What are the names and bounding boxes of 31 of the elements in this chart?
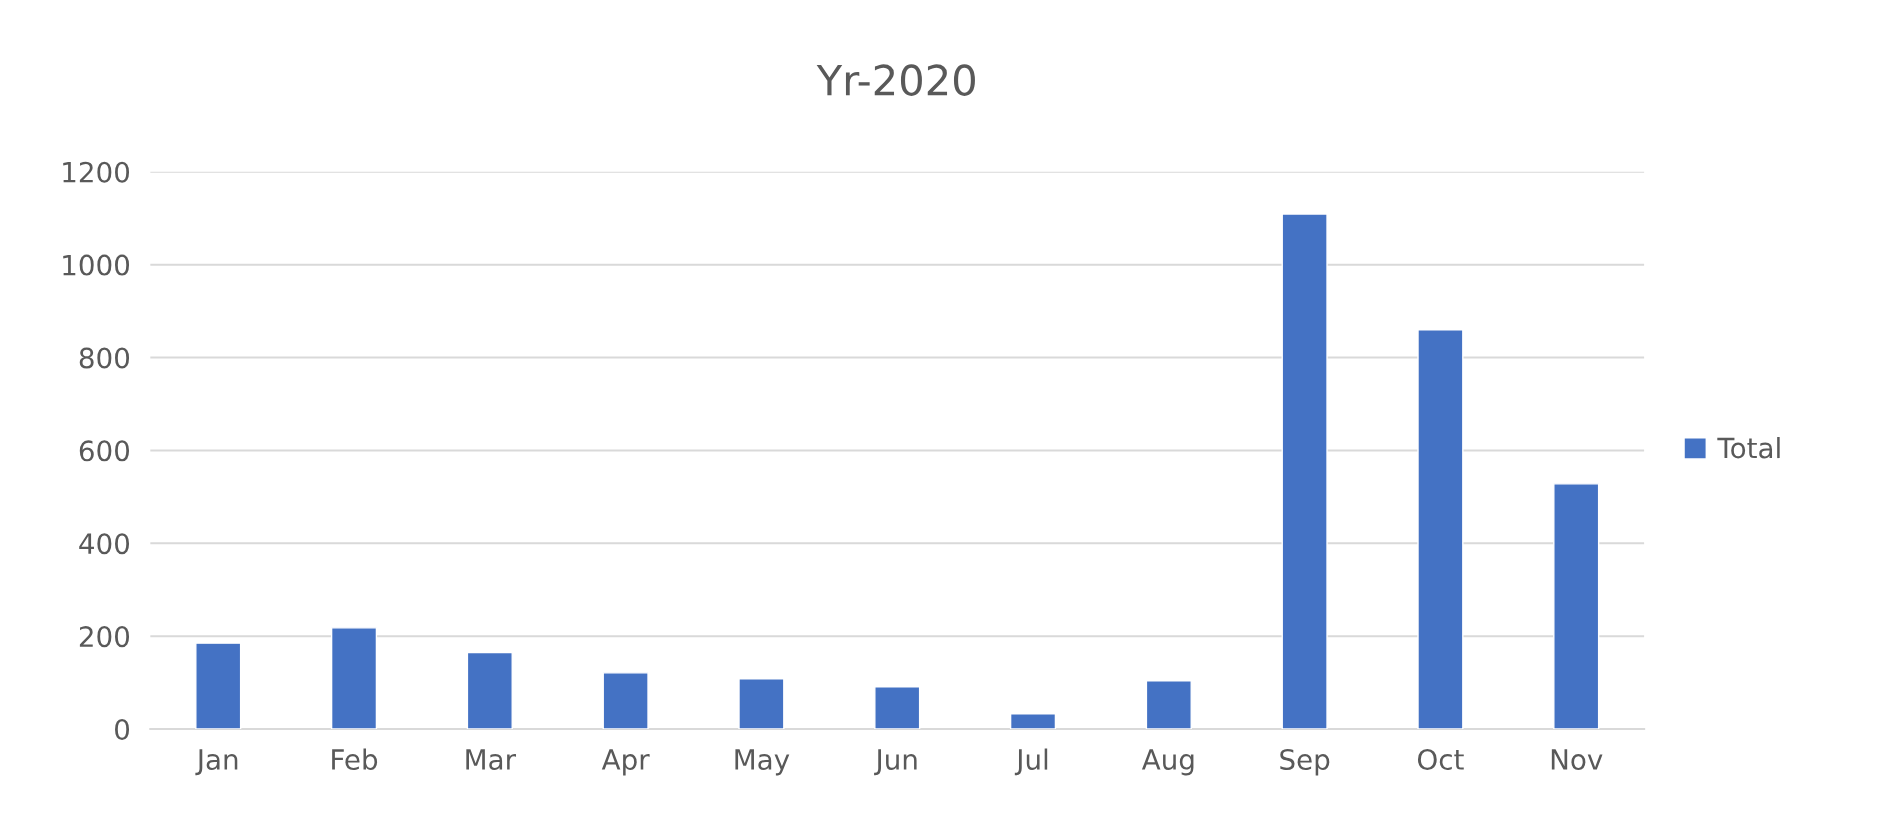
x-tick-label: Apr	[601, 749, 650, 776]
y-tick-label: 800	[79, 347, 130, 369]
x-tick-label: Sep	[1280, 748, 1330, 776]
y-tick-label: 1000	[63, 254, 130, 276]
bar	[602, 672, 649, 730]
y-tick-label: 0	[115, 719, 130, 741]
x-tick-label: Oct	[1417, 748, 1464, 771]
x-tick-label: Jun	[874, 749, 917, 776]
y-tick-label: 400	[79, 533, 130, 555]
x-tick-label: Jan	[195, 749, 238, 776]
bar	[330, 627, 378, 730]
x-tick-label: Mar	[466, 749, 517, 771]
bar	[1417, 328, 1464, 730]
x-tick-label: Feb	[332, 748, 378, 771]
bar	[466, 651, 513, 730]
y-tick-label: 1200	[63, 161, 130, 183]
bar	[1009, 713, 1057, 730]
x-tick-label: May	[735, 749, 790, 776]
y-tick-label: 600	[79, 440, 130, 462]
y-tick-label: 200	[79, 626, 130, 648]
legend-label: Total	[1717, 436, 1780, 459]
x-tick-label: Jul	[1014, 748, 1048, 776]
bar	[738, 678, 785, 730]
bar	[1145, 680, 1192, 730]
bar	[1553, 483, 1600, 730]
bar	[195, 642, 242, 730]
chart-title: Yr-2020	[816, 64, 975, 96]
x-tick-label: Nov	[1551, 749, 1603, 771]
bar	[874, 686, 921, 730]
bar	[1281, 213, 1328, 730]
x-tick-label: Aug	[1141, 749, 1194, 776]
